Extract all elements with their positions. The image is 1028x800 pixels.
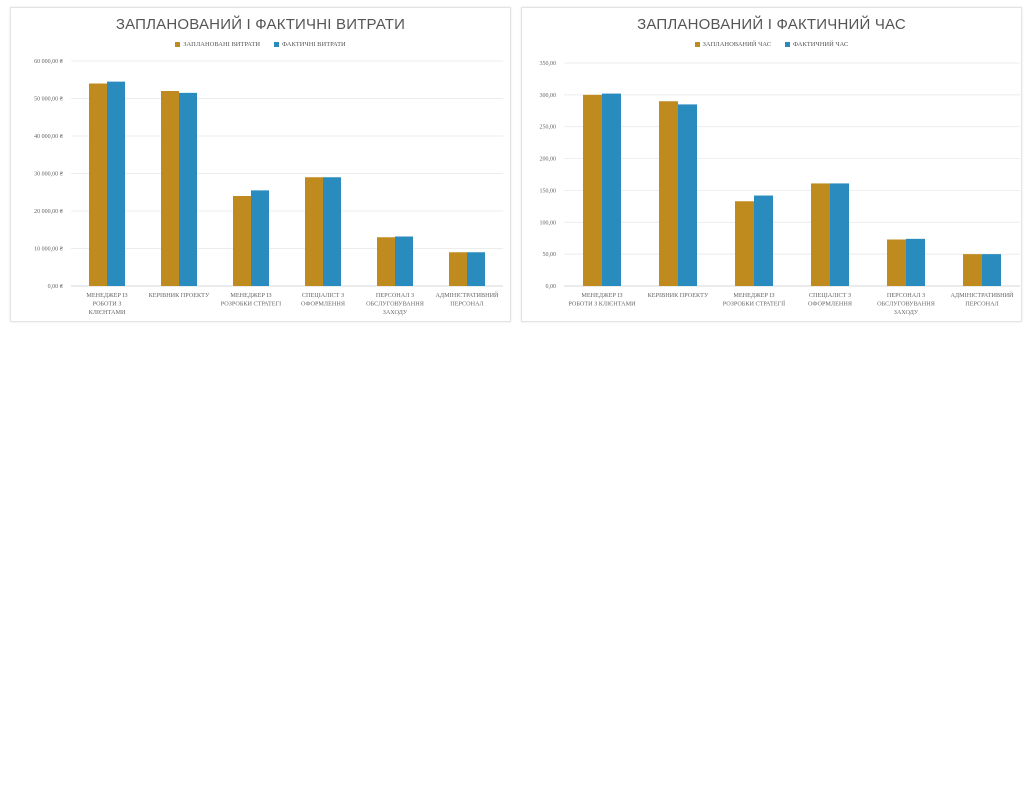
chart-title: ЗАПЛАНОВАНИЙ І ФАКТИЧНІ ВИТРАТИ bbox=[115, 16, 406, 33]
y-tick-label: 0,00 ₴ bbox=[48, 284, 64, 290]
legend-label-planned: ЗАПЛАНОВАНІ ВИТРАТИ bbox=[183, 41, 261, 48]
chart-panel-expenses: ЗАПЛАНОВАНИЙ І ФАКТИЧНІ ВИТРАТИ ЗАПЛАНОВ… bbox=[10, 7, 511, 322]
bar-actual bbox=[906, 238, 925, 286]
legend-swatch-actual bbox=[785, 42, 791, 47]
x-tick-label: МЕНЕДЖЕР ІЗ РОБОТИ З КЛІЄНТАМИ bbox=[86, 292, 127, 316]
y-tick-label: 200,00 bbox=[540, 157, 557, 163]
legend-swatch-planned bbox=[694, 42, 700, 47]
x-tick-label: МЕНЕДЖЕР ІЗ РОЗРОБКИ СТРАТЕГІ bbox=[221, 292, 281, 308]
x-tick-label: СПЕЦІАЛІСТ З ОФОРМЛЕННЯ bbox=[808, 292, 852, 308]
y-tick-label: 60 000,00 ₴ bbox=[34, 59, 64, 65]
bar-actual bbox=[467, 252, 485, 286]
legend-label-planned: ЗАПЛАНОВАНИЙ ЧАС bbox=[702, 41, 772, 48]
bar-actual bbox=[107, 81, 125, 286]
y-tick-label: 150,00 bbox=[540, 188, 557, 194]
x-tick-label: ПЕРСОНАЛ З ОБСЛУГОВУВАННЯ ЗАХОДУ bbox=[366, 292, 424, 316]
legend-label-actual: ФАКТИЧНИЙ ЧАС bbox=[793, 41, 849, 48]
bar-planned bbox=[963, 254, 982, 286]
y-tick-label: 50 000,00 ₴ bbox=[34, 97, 64, 103]
chart-panel-time: ЗАПЛАНОВАНИЙ І ФАКТИЧНИЙ ЧАС ЗАПЛАНОВАНИ… bbox=[521, 7, 1022, 322]
bar-actual bbox=[395, 236, 413, 286]
bar-planned bbox=[659, 101, 678, 286]
y-tick-label: 50,00 bbox=[543, 252, 557, 258]
legend-item-actual: ФАКТИЧНИЙ ЧАС bbox=[785, 41, 848, 48]
y-tick-label: 250,00 bbox=[540, 125, 557, 131]
y-tick-label: 20 000,00 ₴ bbox=[34, 209, 64, 215]
y-tick-label: 100,00 bbox=[540, 220, 557, 226]
x-tick-label: АДМІНІСТРАТИВНИЙ ПЕРСОНАЛ bbox=[435, 291, 499, 308]
legend-item-planned: ЗАПЛАНОВАНІ ВИТРАТИ bbox=[175, 41, 260, 48]
y-tick-label: 30 000,00 ₴ bbox=[34, 172, 64, 178]
chart-legend: ЗАПЛАНОВАНІ ВИТРАТИ ФАКТИЧНІ ВИТРАТИ bbox=[11, 41, 510, 48]
bar-planned bbox=[377, 237, 395, 286]
bar-actual bbox=[754, 195, 773, 286]
bar-planned bbox=[305, 177, 323, 286]
y-tick-label: 40 000,00 ₴ bbox=[34, 134, 64, 140]
bar-planned bbox=[887, 239, 906, 286]
bar-actual bbox=[323, 177, 341, 286]
x-tick-label: ПЕРСОНАЛ З ОБСЛУГОВУВАННЯ ЗАХОДУ bbox=[877, 292, 935, 316]
legend-item-planned: ЗАПЛАНОВАНИЙ ЧАС bbox=[694, 41, 772, 48]
bar-planned bbox=[811, 183, 830, 286]
bar-planned bbox=[161, 91, 179, 286]
x-tick-label: МЕНЕДЖЕР ІЗ РОЗРОБКИ СТРАТЕГІЇ bbox=[723, 292, 786, 308]
y-tick-label: 0,00 bbox=[546, 284, 557, 290]
x-tick-label: МЕНЕДЖЕР ІЗ РОБОТИ З КЛІЄНТАМИ bbox=[568, 292, 636, 308]
y-tick-label: 300,00 bbox=[540, 93, 557, 99]
x-tick-label: АДМІНІСТРАТИВНИЙ ПЕРСОНАЛ bbox=[950, 291, 1014, 308]
y-tick-label: 10 000,00 ₴ bbox=[34, 247, 64, 253]
bar-actual bbox=[179, 92, 197, 286]
legend-swatch-actual bbox=[274, 42, 280, 47]
bar-actual bbox=[251, 190, 269, 286]
bar-planned bbox=[583, 94, 602, 286]
x-tick-label: СПЕЦІАЛІСТ З ОФОРМЛЕННЯ bbox=[301, 292, 345, 308]
bar-actual bbox=[602, 93, 621, 286]
legend-swatch-planned bbox=[175, 42, 181, 47]
chart-plot-expenses: 0,00 ₴ 10 000,00 ₴ 20 000,00 ₴ 30 000,00 ₴ 4… bbox=[34, 59, 503, 316]
bar-actual bbox=[678, 104, 697, 287]
bar-actual bbox=[830, 183, 849, 286]
chart-legend: ЗАПЛАНОВАНИЙ ЧАС ФАКТИЧНИЙ ЧАС bbox=[522, 41, 1021, 48]
bar-planned bbox=[233, 196, 251, 286]
legend-item-actual: ФАКТИЧНІ ВИТРАТИ bbox=[274, 41, 346, 48]
x-tick-label: КЕРІВНИК ПРОЕКТУ bbox=[149, 292, 210, 299]
chart-title: ЗАПЛАНОВАНИЙ І ФАКТИЧНИЙ ЧАС bbox=[637, 16, 906, 33]
x-tick-label: КЕРІВНИК ПРОЕКТУ bbox=[648, 292, 709, 299]
bar-actual bbox=[982, 254, 1001, 286]
y-tick-label: 350,00 bbox=[540, 61, 557, 67]
chart-plot-time: 0,00 50,00 100,00 150,00 200,00 250,00 300,00 3… bbox=[540, 61, 1020, 316]
legend-label-actual: ФАКТИЧНІ ВИТРАТИ bbox=[282, 41, 346, 48]
bar-planned bbox=[735, 201, 754, 286]
bar-planned bbox=[449, 252, 467, 286]
bar-planned bbox=[89, 83, 107, 286]
